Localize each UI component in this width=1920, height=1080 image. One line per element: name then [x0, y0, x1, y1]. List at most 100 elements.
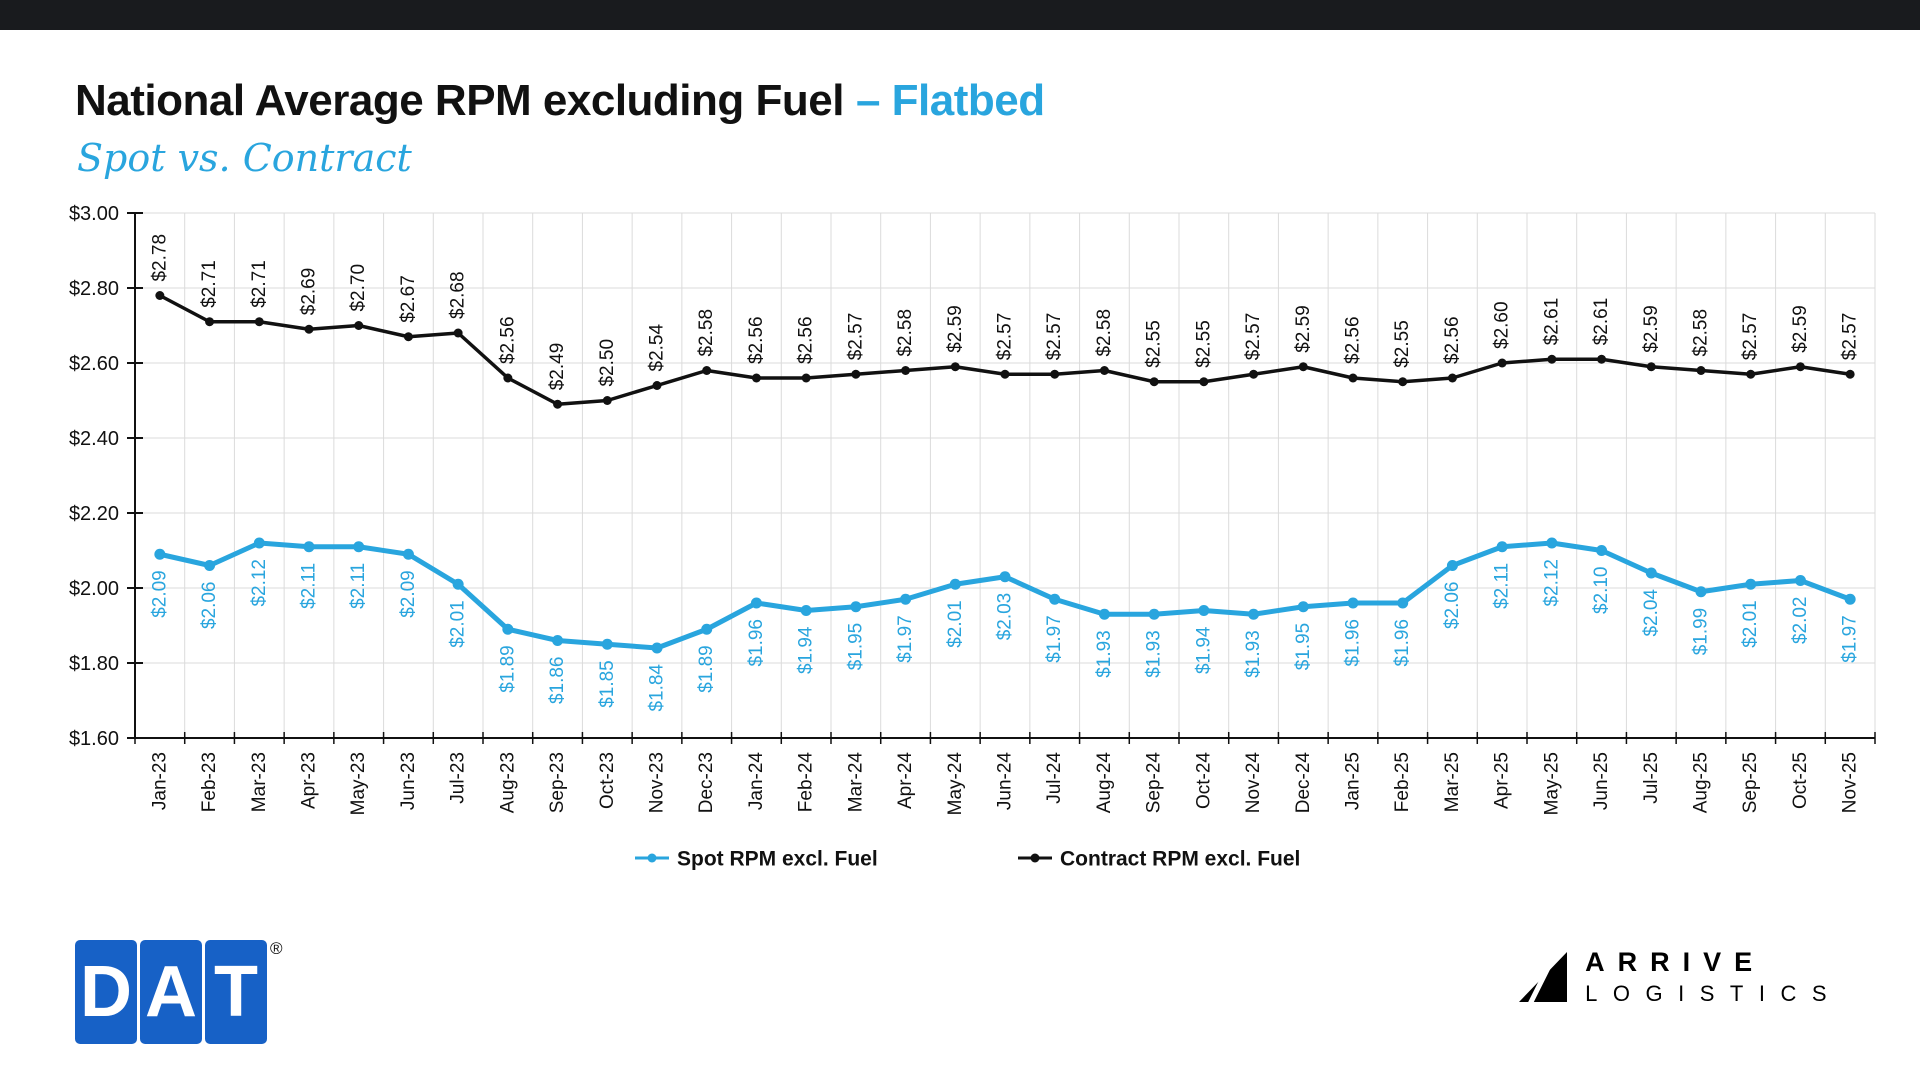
data-point	[801, 373, 811, 383]
data-point	[1546, 537, 1558, 549]
x-tick-label: Oct-24	[1193, 752, 1214, 809]
data-point	[652, 381, 662, 390]
data-point	[1695, 586, 1707, 598]
data-label: $2.57	[1740, 313, 1761, 361]
data-point	[750, 597, 762, 609]
data-point	[1397, 597, 1409, 609]
title-main: National Average RPM excluding Fuel	[75, 76, 844, 125]
data-label: $2.57	[1044, 313, 1065, 361]
x-tick-label: Dec-23	[696, 752, 717, 813]
x-tick-label: Apr-24	[895, 752, 916, 809]
data-label: $2.54	[647, 324, 668, 372]
y-tick-label: $1.60	[69, 728, 119, 750]
rpm-line-chart: $3.00 $2.80 $2.60 $2.40 $2.20 $2.00 $1.80 $1.60…	[69, 203, 1876, 871]
data-point	[155, 291, 165, 300]
data-label: $2.06	[199, 582, 220, 630]
data-point	[553, 399, 563, 409]
data-label: $1.95	[1293, 623, 1314, 671]
data-point	[1547, 354, 1557, 364]
data-label: $2.01	[945, 600, 966, 648]
data-point	[205, 317, 215, 327]
x-tick-label: Apr-25	[1492, 752, 1513, 809]
data-label: $2.58	[895, 309, 916, 357]
x-tick-label: Mar-24	[845, 752, 866, 813]
data-point	[850, 601, 862, 613]
arrive-logo-icon	[1519, 952, 1568, 1006]
arrive-line1: ARRIVE	[1585, 947, 1766, 978]
data-point	[403, 332, 413, 342]
x-tick-label: Jun-24	[995, 752, 1016, 811]
data-point	[1645, 567, 1657, 579]
data-label: $1.97	[895, 615, 916, 663]
data-point	[353, 541, 365, 553]
data-point	[1050, 369, 1060, 379]
x-tick-label: Sep-23	[547, 752, 568, 813]
x-tick-label: Dec-24	[1293, 752, 1314, 814]
data-point	[1098, 608, 1110, 620]
data-point	[950, 362, 960, 372]
data-label: $2.09	[398, 570, 419, 618]
x-tick-label: Aug-25	[1691, 752, 1712, 813]
data-point	[1794, 575, 1806, 586]
x-tick-label: Apr-23	[299, 752, 320, 809]
data-point	[452, 578, 464, 590]
y-tick-label: $2.80	[69, 278, 119, 300]
x-tick-label: Jul-24	[1044, 752, 1065, 804]
data-label: $2.04	[1641, 589, 1662, 637]
data-point	[502, 623, 514, 635]
x-tick-label: Jan-24	[746, 752, 767, 811]
data-point	[1398, 377, 1408, 387]
data-point	[1596, 545, 1608, 556]
data-label: $2.61	[1541, 298, 1562, 346]
data-label: $1.94	[1193, 626, 1214, 674]
data-label: $2.71	[199, 260, 220, 308]
data-point	[900, 593, 912, 605]
data-label: $2.58	[1094, 309, 1115, 357]
page-title: National Average RPM excluding Fuel – Fla…	[75, 76, 1045, 126]
data-label: $2.12	[249, 559, 270, 607]
x-tick-label: Feb-24	[796, 752, 817, 813]
data-point	[1745, 578, 1757, 590]
data-label: $2.58	[1691, 309, 1712, 357]
dat-letter-d: D	[75, 940, 137, 1044]
data-point	[1149, 377, 1159, 387]
data-point	[1844, 593, 1856, 605]
x-tick-label: Jan-23	[149, 752, 170, 810]
data-point	[851, 369, 861, 379]
data-point	[701, 623, 713, 635]
legend-label: Contract RPM excl. Fuel	[1060, 848, 1300, 871]
y-tick-label: $3.00	[69, 203, 119, 225]
dat-registered-mark: ®	[270, 939, 283, 958]
x-tick-label: Aug-24	[1094, 752, 1115, 814]
arrive-line2: LOGISTICS	[1585, 980, 1842, 1006]
data-point	[402, 548, 414, 560]
data-point	[1746, 369, 1756, 379]
data-point	[503, 373, 513, 383]
x-tick-label: Aug-23	[497, 752, 518, 813]
data-point	[1249, 369, 1259, 379]
data-point	[1298, 362, 1308, 372]
data-point	[1099, 366, 1109, 375]
data-point	[253, 537, 265, 549]
title-accent: – Flatbed	[855, 76, 1045, 125]
data-point	[601, 638, 613, 650]
data-point	[354, 321, 364, 330]
data-label: $2.06	[1442, 582, 1463, 630]
data-label: $1.96	[1343, 619, 1364, 667]
data-label: $2.09	[149, 570, 170, 618]
data-label: $2.01	[1740, 600, 1761, 648]
data-label: $2.56	[796, 316, 817, 364]
x-tick-label: Jun-23	[398, 752, 419, 810]
arrive-logo-text: ARRIVE LOGISTICS	[1585, 947, 1842, 1006]
data-point	[602, 396, 612, 405]
y-tick-label: $2.40	[69, 428, 119, 450]
y-tick-label: $2.60	[69, 353, 119, 375]
data-label: $2.67	[398, 275, 419, 323]
x-tick-label: May-24	[945, 752, 966, 816]
data-label: $2.57	[1840, 313, 1861, 361]
data-label: $1.95	[845, 623, 866, 671]
data-point	[1446, 560, 1458, 571]
x-tick-label: Sep-25	[1740, 752, 1761, 813]
x-tick-label: Nov-23	[647, 752, 668, 813]
data-label: $2.50	[597, 339, 618, 387]
